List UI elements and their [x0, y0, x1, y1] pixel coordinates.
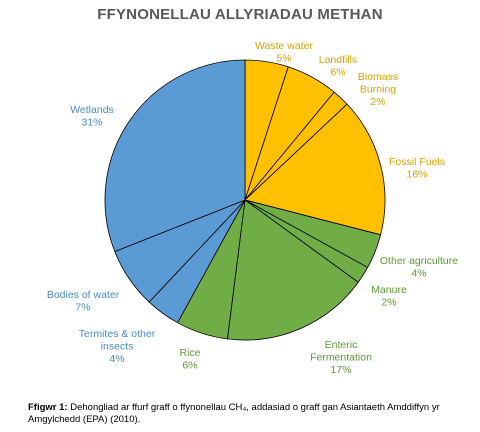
slice-label-wetlands: Wetlands 31% [70, 104, 114, 129]
slice-label-rice: Rice 6% [179, 347, 200, 372]
pie-slices [104, 59, 386, 341]
pie-slice-wetlands [104, 59, 246, 252]
slice-label-fossil-fuels: Fossil Fuels 16% [389, 156, 445, 181]
slice-label-manure: Manure 2% [371, 284, 407, 309]
slice-label-biomass-burning: Biomass Burning 2% [358, 71, 398, 108]
pie-labels: Waste water 5% Landfills 6% Biomass Burning 2%… [47, 40, 458, 376]
figure-caption: Ffigwr 1: Dehongliad ar ffurf graff o ff… [28, 402, 458, 426]
slice-label-waste-water: Waste water 5% [255, 40, 313, 65]
pie-slice-enteric-fermentation [227, 199, 359, 341]
caption-text: Dehongliad ar ffurf graff o ffynonellau … [28, 402, 440, 425]
slice-label-termites-other-insects: Termites & other insects 4% [79, 328, 156, 365]
pie-chart: Waste water 5% Landfills 6% Biomass Burning 2%… [47, 40, 458, 376]
chart-title: FFYNONELLAU ALLYRIADAU METHAN [97, 6, 383, 23]
slice-label-bodies-of-water: Bodies of water 7% [47, 289, 120, 314]
slice-label-landfills: Landfills 6% [319, 54, 358, 79]
slice-label-enteric-fermentation: Enteric Fermentation 17% [310, 339, 372, 376]
caption-prefix: Ffigwr 1: [28, 402, 68, 413]
slice-label-other-agriculture: Other agriculture 4% [380, 255, 458, 280]
pie-slice-fossil-fuels [244, 103, 386, 236]
